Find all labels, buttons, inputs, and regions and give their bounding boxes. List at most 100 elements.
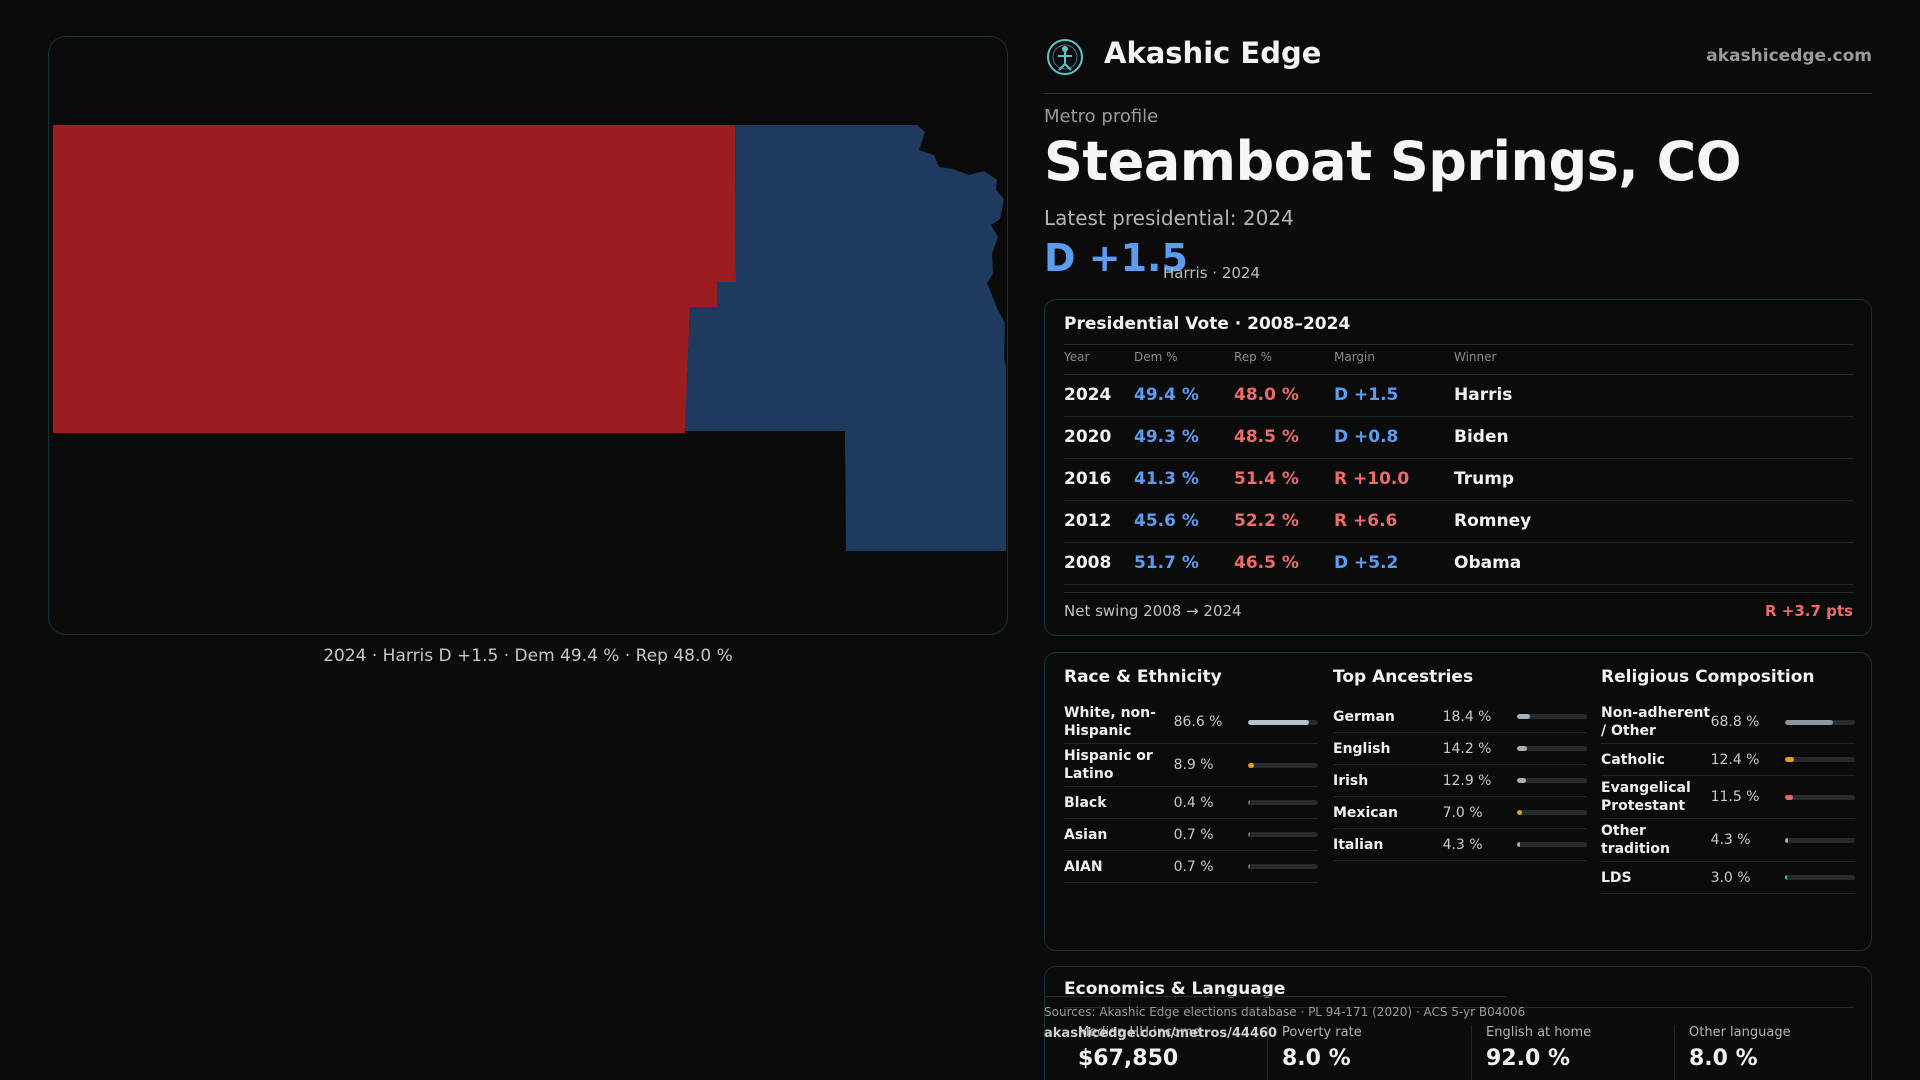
item-value: 12.9 %: [1442, 772, 1492, 789]
share-bar-fill: [1248, 719, 1309, 725]
net-swing-value: R +3.7 pts: [1765, 602, 1853, 620]
share-bar: [1248, 832, 1318, 837]
county-map[interactable]: [49, 37, 1008, 635]
list-item: German 18.4 %: [1333, 701, 1587, 733]
sources-note: Sources: Akashic Edge elections database…: [1044, 1005, 1526, 1019]
share-bar-fill: [1248, 762, 1255, 768]
share-bar-fill: [1517, 778, 1527, 783]
table-row[interactable]: 2008 51.7 % 46.5 % D +5.2 Obama: [1064, 543, 1853, 585]
share-bar: [1517, 842, 1587, 847]
akashic-logo-icon: [1047, 39, 1083, 75]
table-row[interactable]: 2012 45.6 % 52.2 % R +6.6 Romney: [1064, 501, 1853, 543]
share-bar: [1785, 837, 1855, 843]
map-caption: 2024 · Harris D +1.5 · Dem 49.4 % · Rep …: [323, 646, 733, 666]
stat-label: Poverty rate: [1282, 1025, 1362, 1040]
share-bar-fill: [1785, 837, 1789, 843]
share-bar-fill: [1248, 832, 1250, 837]
item-label: LDS: [1601, 869, 1632, 886]
cell-rep-pct: 51.4 %: [1234, 469, 1299, 489]
item-label: Irish: [1333, 772, 1369, 789]
stat-label: Median HH income: [1078, 1025, 1201, 1040]
item-value: 86.6 %: [1173, 714, 1223, 730]
divider: [1064, 592, 1853, 593]
cell-year: 2016: [1064, 469, 1112, 489]
cell-winner: Obama: [1454, 553, 1522, 573]
table-row[interactable]: 2020 49.3 % 48.5 % D +0.8 Biden: [1064, 417, 1853, 459]
list-item: Black 0.4 %: [1064, 787, 1318, 819]
list-item: White, non-Hispanic 86.6 %: [1064, 701, 1318, 744]
list-item: Hispanic or Latino 8.9 %: [1064, 744, 1318, 787]
share-bar-fill: [1517, 714, 1531, 719]
county-rep[interactable]: [53, 125, 736, 433]
item-label: Italian: [1333, 836, 1384, 853]
share-bar: [1248, 719, 1318, 725]
cell-dem-pct: 45.6 %: [1134, 511, 1199, 531]
cell-dem-pct: 51.7 %: [1134, 553, 1199, 573]
list-item: English 14.2 %: [1333, 733, 1587, 765]
share-bar: [1517, 746, 1587, 751]
col-header-year: Year: [1064, 350, 1090, 364]
share-bar: [1517, 778, 1587, 783]
item-label: Evangelical Protestant: [1601, 780, 1691, 814]
item-label: Catholic: [1601, 751, 1665, 768]
share-bar: [1785, 719, 1855, 725]
list-item: AIAN 0.7 %: [1064, 851, 1318, 883]
item-label: Mexican: [1333, 804, 1398, 821]
share-bar-fill: [1517, 810, 1523, 815]
brand-name[interactable]: Akashic Edge: [1104, 36, 1322, 70]
county-dem[interactable]: [685, 125, 1006, 551]
stat-label: Other language: [1689, 1025, 1791, 1040]
cell-winner: Trump: [1454, 469, 1515, 489]
list-item: Non-adherent / Other 68.8 %: [1601, 701, 1855, 744]
page-kicker: Metro profile: [1044, 106, 1159, 127]
share-bar-fill: [1785, 794, 1794, 800]
list-item: Irish 12.9 %: [1333, 765, 1587, 797]
latest-margin: D +1.5: [1044, 236, 1188, 280]
item-value: 68.8 %: [1710, 714, 1760, 730]
col-header-rep: Rep %: [1234, 350, 1273, 364]
stat-value: 8.0 %: [1689, 1046, 1758, 1071]
col-header-margin: Margin: [1334, 350, 1375, 364]
divider: [1064, 374, 1853, 375]
cell-winner: Romney: [1454, 511, 1532, 531]
item-value: 7.0 %: [1442, 804, 1483, 821]
cell-winner: Harris: [1454, 385, 1513, 405]
race-list: White, non-Hispanic 86.6 % Hispanic or Lat…: [1064, 701, 1318, 883]
share-bar-fill: [1248, 800, 1250, 805]
share-bar: [1785, 794, 1855, 800]
item-value: 14.2 %: [1442, 740, 1492, 757]
table-row[interactable]: 2024 49.4 % 48.0 % D +1.5 Harris: [1064, 375, 1853, 417]
cell-rep-pct: 52.2 %: [1234, 511, 1299, 531]
religion-section: Religious Composition Non-adherent / Oth…: [1601, 667, 1855, 894]
share-bar-fill: [1248, 864, 1250, 869]
item-value: 12.4 %: [1710, 751, 1760, 768]
site-link[interactable]: akashicedge.com: [1706, 46, 1872, 66]
share-bar-fill: [1517, 842, 1521, 847]
page-url-link[interactable]: akashicedge.com/metros/44460: [1044, 1026, 1278, 1041]
item-label: White, non-Hispanic: [1064, 705, 1156, 739]
list-item: Evangelical Protestant 11.5 %: [1601, 776, 1855, 819]
stat-english-at-home: English at home 92.0 %: [1471, 1025, 1667, 1080]
stat-median-income: Median HH income $67,850: [1064, 1025, 1260, 1080]
cell-dem-pct: 41.3 %: [1134, 469, 1199, 489]
stat-value: 92.0 %: [1486, 1046, 1570, 1071]
divider: [1064, 1007, 1853, 1008]
item-value: 11.5 %: [1710, 789, 1760, 805]
share-bar: [1517, 810, 1587, 815]
table-row[interactable]: 2016 41.3 % 51.4 % R +10.0 Trump: [1064, 459, 1853, 501]
cell-winner: Biden: [1454, 427, 1509, 447]
map-panel[interactable]: [48, 36, 1008, 635]
site-header: Akashic Edge akashicedge.com: [1044, 34, 1872, 94]
race-title: Race & Ethnicity: [1064, 667, 1222, 687]
economics-card: Economics & Language Median HH income $6…: [1044, 966, 1872, 1080]
cell-margin: D +1.5: [1334, 385, 1399, 405]
item-label: Black: [1064, 794, 1107, 811]
item-label: Other tradition: [1601, 823, 1670, 857]
item-value: 18.4 %: [1442, 708, 1492, 725]
metro-profile-panel: Akashic Edge akashicedge.com Metro profi…: [1044, 0, 1872, 1080]
cell-dem-pct: 49.4 %: [1134, 385, 1199, 405]
religion-title: Religious Composition: [1601, 667, 1815, 687]
item-label: Hispanic or Latino: [1064, 748, 1153, 782]
cell-dem-pct: 49.3 %: [1134, 427, 1199, 447]
cell-rep-pct: 48.5 %: [1234, 427, 1299, 447]
